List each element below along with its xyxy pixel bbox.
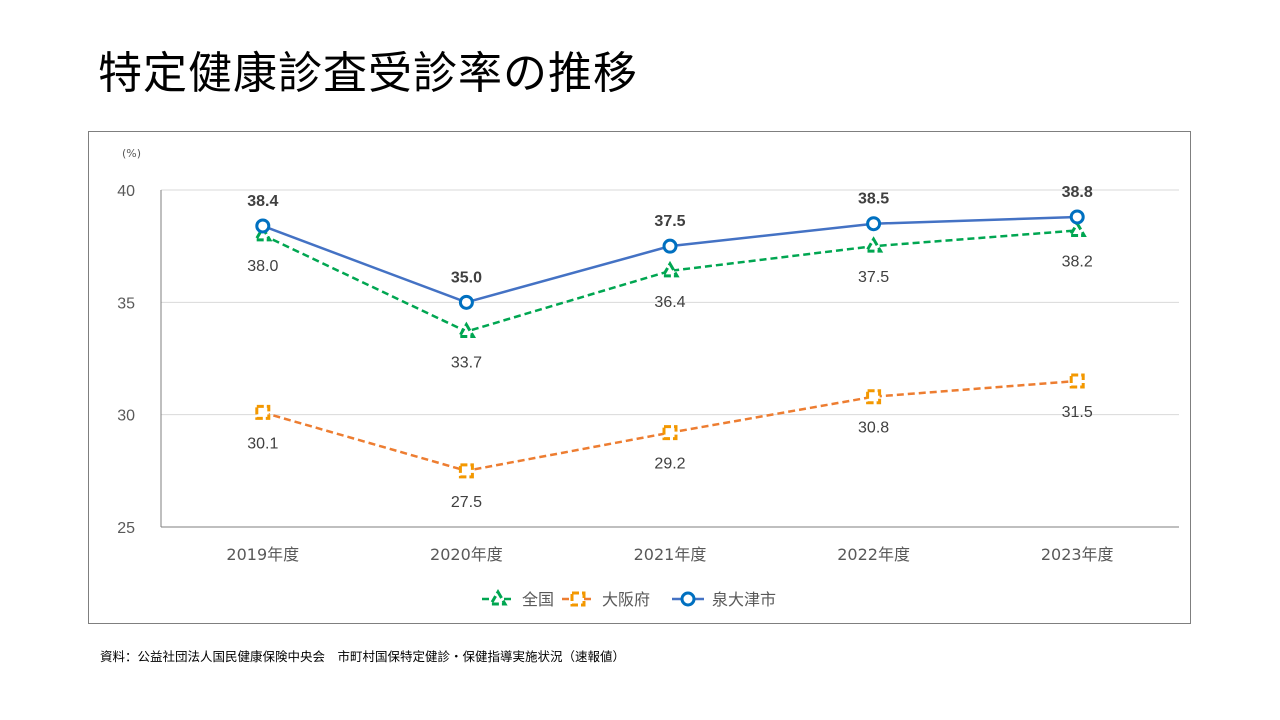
data-label: 38.8 [1062, 184, 1093, 201]
y-axis-ticks: 25 30 35 40 [117, 183, 135, 537]
page-title: 特定健康診査受診率の推移 [98, 48, 638, 99]
y-tick-label: 30 [117, 408, 135, 425]
data-point-marker [660, 260, 680, 278]
legend-item: 泉大津市 [672, 590, 776, 609]
legend: 全国 大阪府 泉大津市 [482, 589, 776, 609]
data-label: 30.1 [247, 435, 278, 452]
data-label: 38.5 [858, 191, 889, 208]
y-axis-unit-label: (%) [122, 147, 141, 160]
data-point-marker [866, 389, 882, 405]
data-point-marker [662, 238, 678, 254]
data-point-marker [1069, 209, 1085, 225]
data-label: 35.0 [451, 269, 482, 286]
data-label: 37.5 [858, 269, 889, 286]
data-label: 38.4 [247, 193, 278, 210]
data-label: 29.2 [654, 456, 685, 473]
y-tick-label: 40 [117, 183, 135, 200]
data-point-marker [456, 321, 477, 339]
data-label: 36.4 [654, 294, 685, 311]
data-point-marker [458, 463, 474, 479]
data-label: 38.0 [247, 258, 278, 275]
data-point-marker [866, 216, 882, 232]
y-tick-label: 25 [117, 520, 135, 537]
x-tick-label: 2021年度 [634, 545, 707, 564]
data-point-marker [662, 425, 678, 441]
data-point-marker [488, 589, 508, 606]
data-point-marker [570, 591, 586, 607]
legend-item: 大阪府 [562, 590, 650, 609]
chart-frame: (%) 25 30 35 40 2019年度 2020年度 2021年度 2022年度 202… [88, 131, 1191, 624]
legend-label: 全国 [522, 590, 554, 609]
series-group [253, 209, 1087, 479]
data-label: 31.5 [1062, 404, 1093, 421]
data-point-marker [1067, 220, 1087, 237]
series-osaka [255, 373, 1085, 479]
x-tick-label: 2019年度 [226, 545, 299, 564]
data-label: 33.7 [451, 355, 482, 372]
data-point-marker [863, 236, 884, 253]
data-point-marker [680, 591, 696, 607]
data-point-marker [253, 224, 273, 242]
x-tick-label: 2023年度 [1041, 545, 1114, 564]
x-tick-label: 2022年度 [837, 545, 910, 564]
series-national [253, 220, 1087, 339]
legend-label: 泉大津市 [712, 590, 776, 609]
line-chart: (%) 25 30 35 40 2019年度 2020年度 2021年度 2022年度 202… [117, 147, 1179, 609]
data-label: 27.5 [451, 494, 482, 511]
data-point-marker [1069, 373, 1085, 389]
legend-item: 全国 [482, 589, 554, 609]
legend-label: 大阪府 [602, 590, 650, 609]
axes [160, 190, 1179, 528]
series-izumiotsu [255, 209, 1085, 310]
series-line [262, 229, 1078, 333]
data-point-marker [255, 404, 271, 420]
gridlines [161, 189, 1179, 416]
data-label: 30.8 [858, 420, 889, 437]
data-label: 37.5 [654, 213, 685, 230]
y-tick-label: 35 [117, 295, 135, 312]
data-point-marker [458, 294, 474, 310]
x-tick-label: 2020年度 [430, 545, 503, 564]
data-labels: 30.1 27.5 29.2 30.8 31.5 38.0 33.7 36.4 37.5 38.2… [247, 184, 1093, 511]
source-note: 資料：公益社団法人国民健康保険中央会 市町村国保特定健診・保健指導実施状況（速報… [100, 649, 626, 664]
x-axis-ticks: 2019年度 2020年度 2021年度 2022年度 2023年度 [226, 545, 1113, 564]
data-label: 38.2 [1062, 253, 1093, 270]
data-point-marker [255, 218, 271, 234]
